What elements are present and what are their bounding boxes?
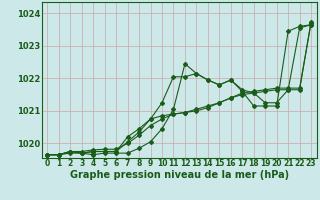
X-axis label: Graphe pression niveau de la mer (hPa): Graphe pression niveau de la mer (hPa) [70, 170, 289, 180]
